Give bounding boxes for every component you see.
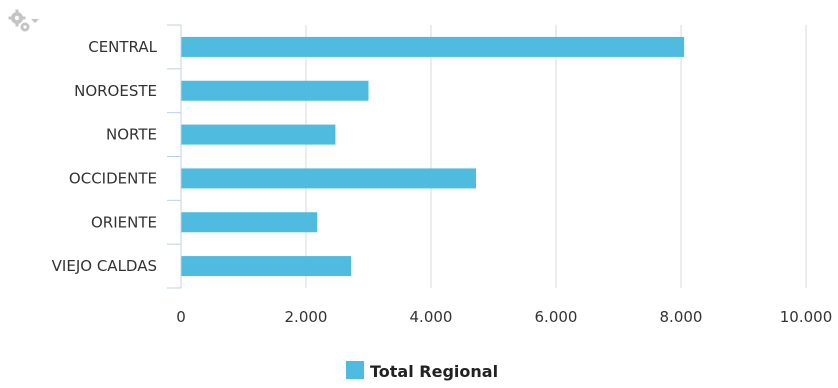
chevron-down-icon (31, 19, 39, 23)
bar[interactable] (181, 256, 351, 277)
x-tick-label: 2.000 (285, 308, 328, 326)
bar[interactable] (181, 124, 336, 145)
value-axis-ticks: 0 2.000 4.000 6.000 8.000 10.000 (176, 308, 832, 326)
bar[interactable] (181, 80, 369, 101)
legend[interactable]: Total Regional (346, 361, 498, 381)
category-label: CENTRAL (88, 38, 157, 56)
x-tick-label: 0 (176, 308, 186, 326)
x-tick-label: 10.000 (780, 308, 833, 326)
bar[interactable] (181, 168, 476, 189)
category-label: NORTE (106, 126, 157, 144)
gear-icon (8, 9, 30, 32)
category-label: ORIENTE (91, 213, 157, 231)
category-axis: CENTRAL NOROESTE NORTE OCCIDENTE ORIENTE VIEJ… (52, 24, 182, 289)
x-tick-label: 8.000 (660, 308, 703, 326)
category-label: OCCIDENTE (69, 169, 157, 187)
legend-label[interactable]: Total Regional (370, 362, 498, 381)
category-label: NOROESTE (74, 82, 157, 100)
bar[interactable] (181, 36, 685, 57)
bars (181, 36, 685, 277)
bar[interactable] (181, 212, 318, 233)
x-tick-label: 4.000 (410, 308, 453, 326)
category-label: VIEJO CALDAS (52, 257, 157, 275)
chart-options-button[interactable] (6, 8, 40, 38)
grid-lines (305, 25, 807, 288)
legend-swatch (346, 361, 364, 379)
x-tick-label: 6.000 (535, 308, 578, 326)
